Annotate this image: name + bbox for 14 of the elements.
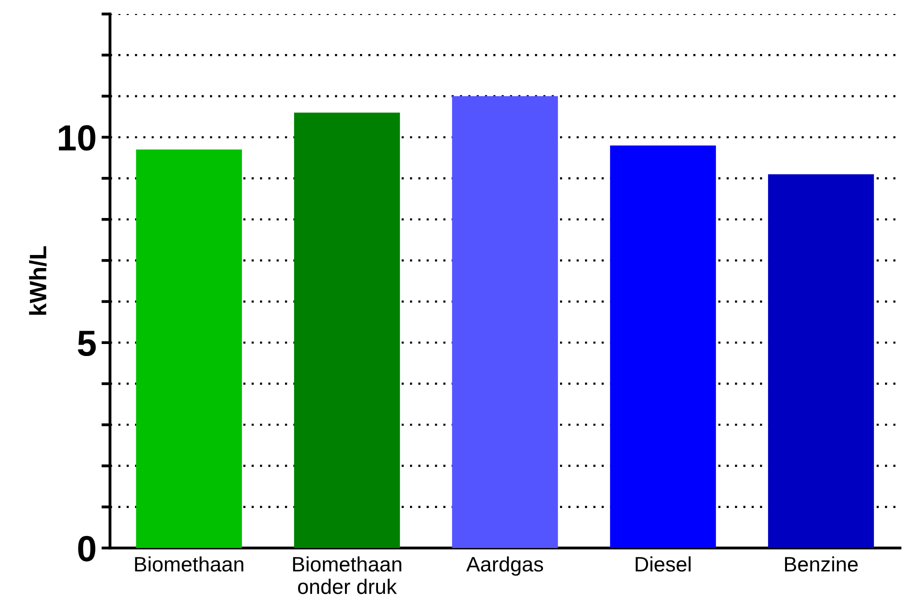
bar [294,112,400,548]
x-tick-label: Biomethaan onder druk [293,556,402,594]
bar [136,150,242,548]
bar [768,174,874,548]
bar [610,145,716,548]
x-tick-label: Biomethaan [135,556,244,572]
y-tick-label: 0 [78,536,96,562]
y-axis-title: kWh/L [29,246,47,315]
y-tick-label: 5 [78,330,96,356]
y-tick-label: 10 [58,125,96,151]
x-tick-label: Aardgas [466,556,544,576]
x-tick-label: Benzine [785,556,858,572]
bar [452,96,558,548]
x-tick-label: Diesel [636,556,691,572]
